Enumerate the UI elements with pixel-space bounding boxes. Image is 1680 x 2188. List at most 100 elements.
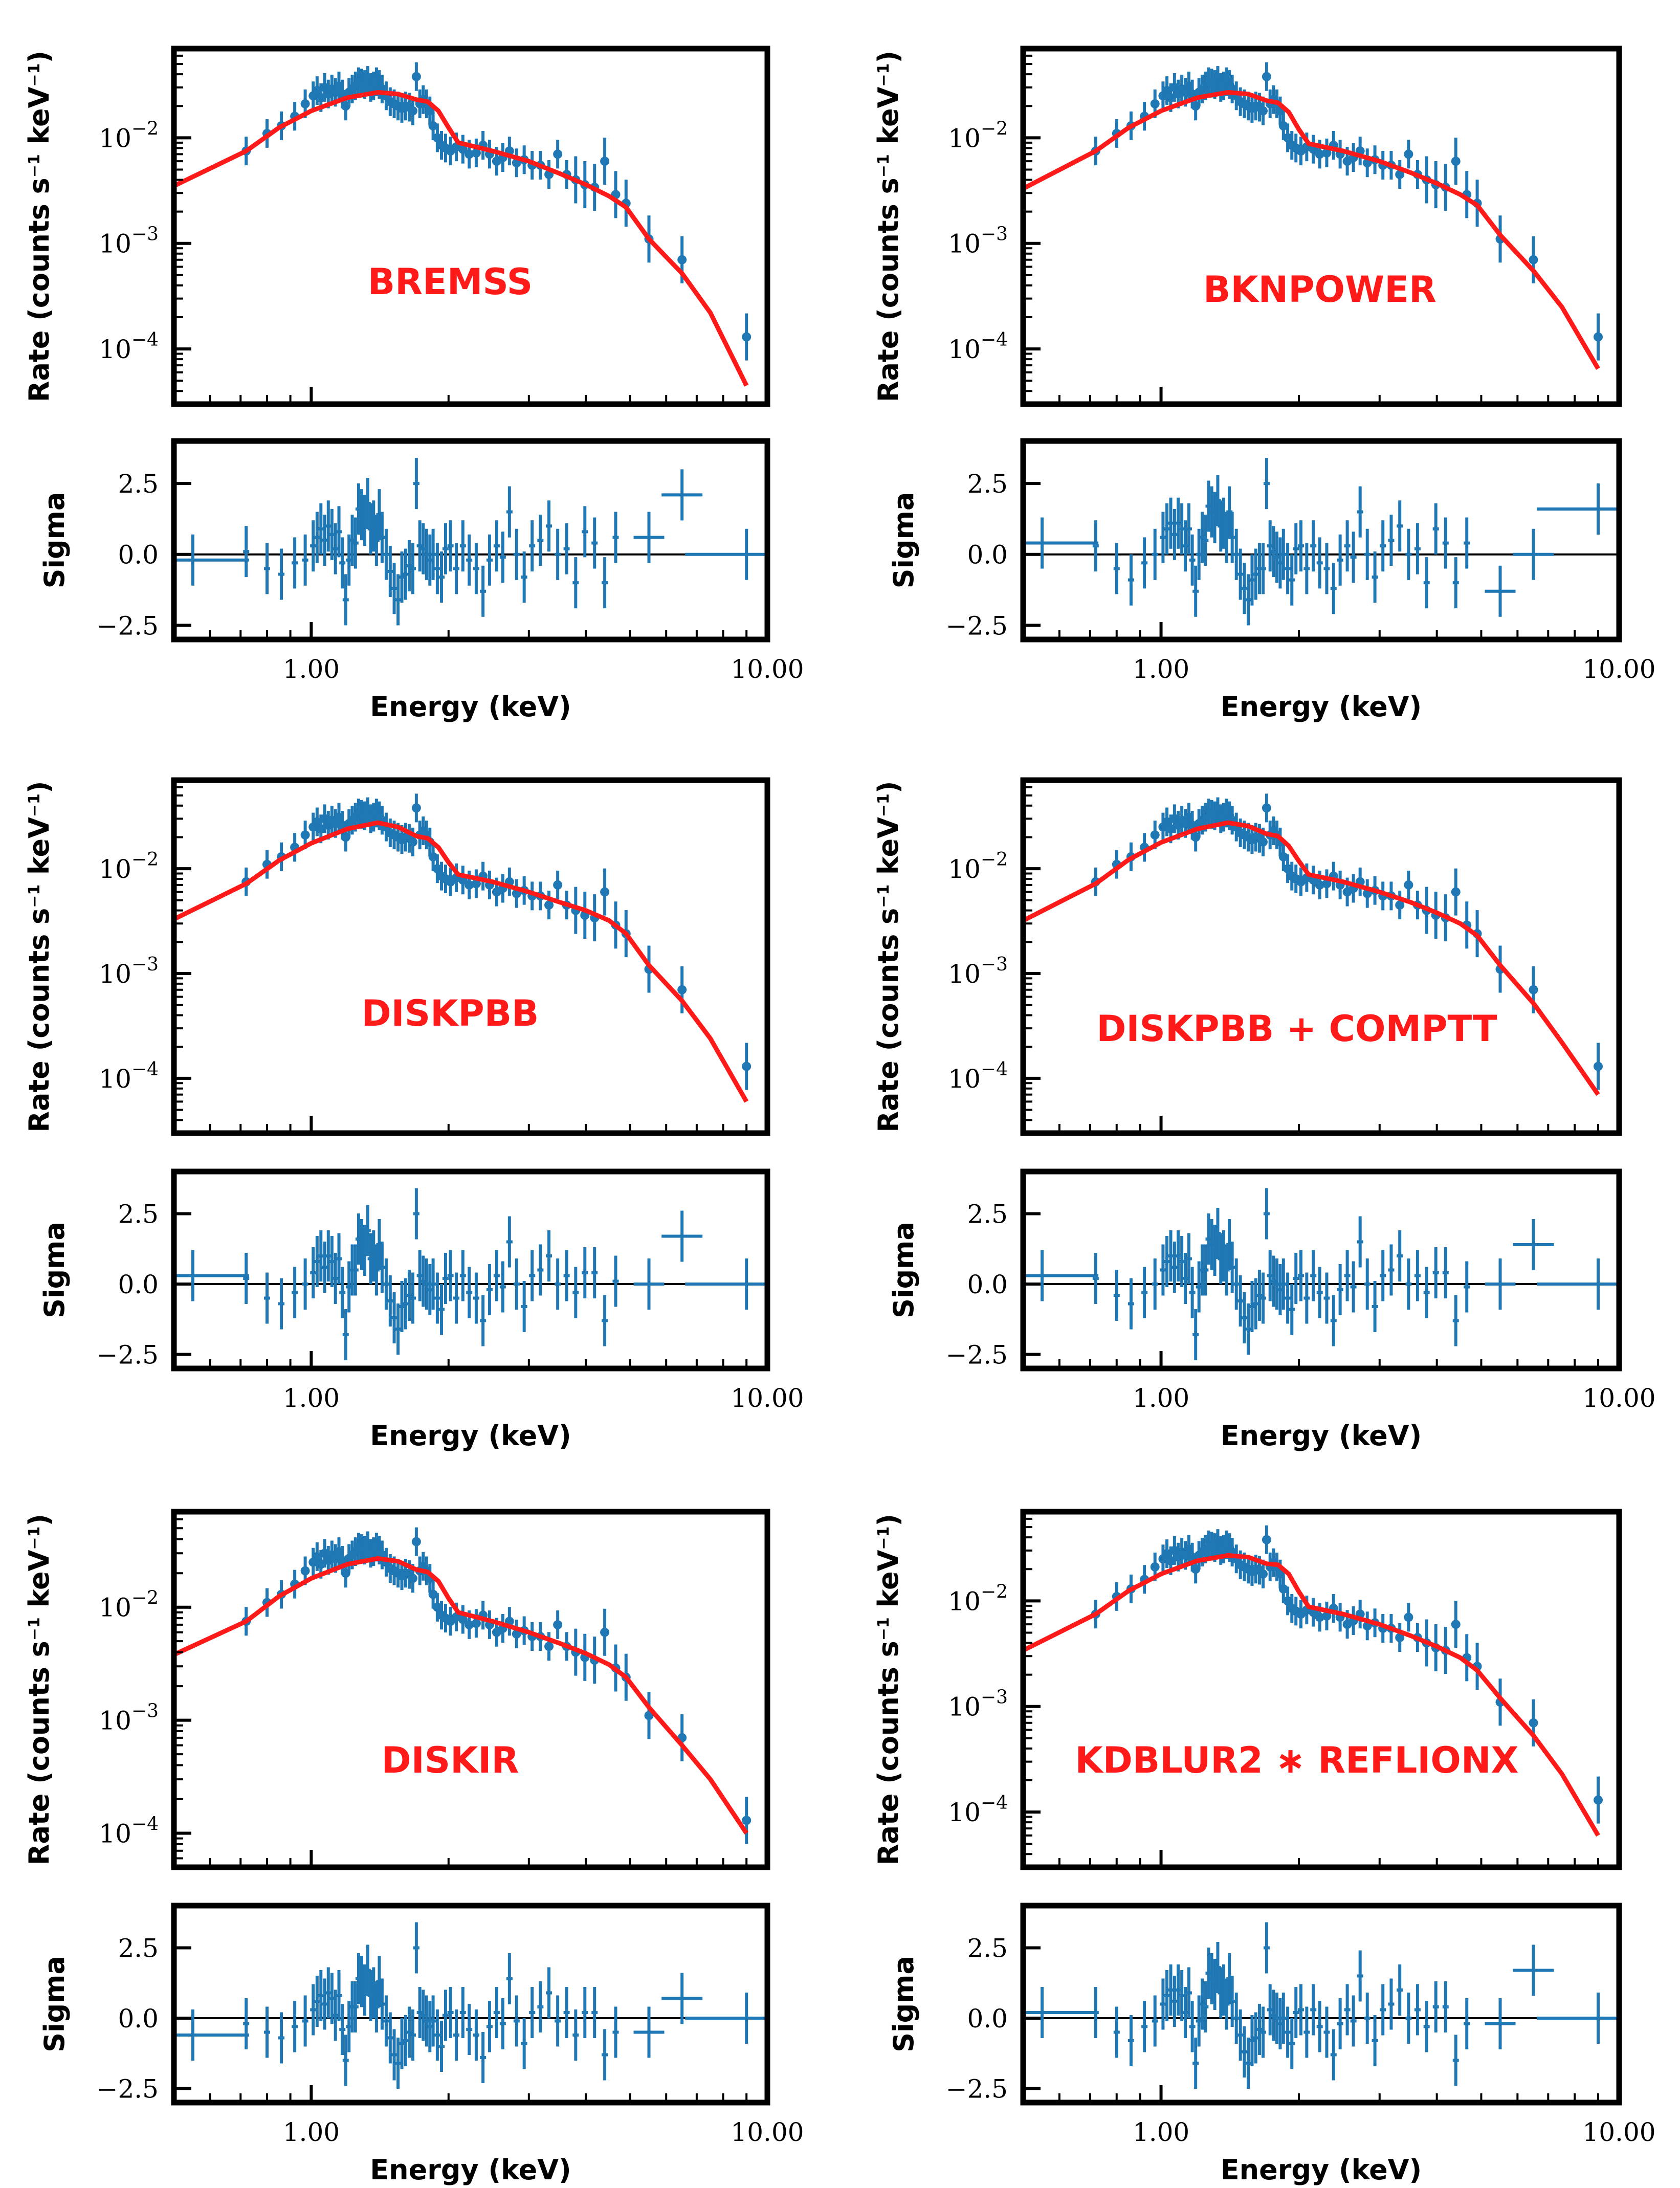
rate-tick-label: 10−3 xyxy=(948,954,1008,989)
data-point xyxy=(1315,880,1324,890)
data-point xyxy=(465,1620,474,1629)
data-point xyxy=(1278,852,1288,861)
data-point xyxy=(411,803,421,813)
rate-ylabel-part: ) xyxy=(872,1514,904,1527)
rate-axes-frame xyxy=(1020,777,1622,1136)
rate-plot-area xyxy=(174,793,751,1103)
model-curve-line xyxy=(1023,1553,1600,1837)
energy-xlabel: Energy (keV) xyxy=(370,691,571,723)
data-point xyxy=(1278,121,1288,130)
data-point xyxy=(458,1615,468,1624)
x-tick-label: 1.00 xyxy=(1133,1383,1189,1413)
data-point xyxy=(300,1566,310,1576)
sigma-plot-area xyxy=(174,458,767,626)
data-point xyxy=(432,1602,442,1612)
data-point xyxy=(677,985,687,994)
rate-tick-label: 10−2 xyxy=(948,1581,1008,1616)
data-point xyxy=(553,880,563,890)
sigma-tick-label: −2.5 xyxy=(97,2074,159,2104)
data-point xyxy=(408,106,417,116)
rate-ylabel: Rate (counts s−1 keV−1) xyxy=(872,51,904,402)
data-point xyxy=(411,72,421,81)
sigma-plot-area xyxy=(174,1922,767,2089)
sigma-ylabel: Sigma xyxy=(38,1956,71,2052)
rate-tick-label: 10−3 xyxy=(99,224,159,259)
x-tick-label: 10.00 xyxy=(731,1383,804,1413)
data-point xyxy=(742,1062,751,1071)
data-point xyxy=(1322,1611,1332,1621)
data-point xyxy=(408,837,417,847)
data-point xyxy=(1594,1062,1603,1071)
rate-tick-label: 10−2 xyxy=(99,1588,159,1623)
data-point xyxy=(428,1589,438,1599)
rate-tick-exponent: −4 xyxy=(131,1814,159,1835)
rate-tick-label: 10−4 xyxy=(948,1059,1008,1094)
data-point xyxy=(1258,837,1268,847)
rate-ylabel-sup: −1 xyxy=(875,63,893,87)
data-point xyxy=(1262,803,1271,813)
rate-tick-label: 10−4 xyxy=(99,1059,159,1094)
data-point xyxy=(1404,1612,1413,1622)
model-curve-line xyxy=(1023,90,1600,370)
rate-ylabel: Rate (counts s−1 keV−1) xyxy=(23,781,55,1132)
rate-tick-exponent: −2 xyxy=(981,118,1008,139)
x-tick-label: 10.00 xyxy=(1582,654,1655,684)
rate-tick-base: 10 xyxy=(948,229,981,259)
data-point xyxy=(471,1619,481,1628)
rate-tick-exponent: −3 xyxy=(981,954,1008,975)
data-point xyxy=(1404,149,1413,159)
data-point xyxy=(553,1620,563,1629)
energy-xlabel: Energy (keV) xyxy=(370,1420,571,1452)
rate-ylabel-sup: −1 xyxy=(875,1527,893,1550)
rate-ylabel: Rate (counts s−1 keV−1) xyxy=(872,1514,904,1865)
x-tick-label: 10.00 xyxy=(731,654,804,684)
rate-ylabel-sup: −1 xyxy=(26,154,43,178)
x-tick-label: 1.00 xyxy=(283,654,340,684)
rate-ylabel: Rate (counts s−1 keV−1) xyxy=(23,1514,55,1865)
data-point xyxy=(1150,1562,1160,1572)
data-point xyxy=(1529,985,1538,994)
sigma-tick-label: −2.5 xyxy=(97,611,159,640)
rate-tick-exponent: −4 xyxy=(981,1793,1008,1814)
rate-ylabel-sup: −1 xyxy=(875,1617,893,1641)
data-point xyxy=(1594,1795,1603,1805)
model-curve-line xyxy=(174,1556,748,1835)
rate-ylabel: Rate (counts s−1 keV−1) xyxy=(23,51,55,402)
data-point xyxy=(471,879,481,889)
sigma-tick-label: −2.5 xyxy=(97,1340,159,1370)
energy-xlabel: Energy (keV) xyxy=(1221,1420,1422,1452)
model-curve-line xyxy=(174,90,749,387)
energy-xlabel: Energy (keV) xyxy=(1221,2154,1422,2186)
rate-ylabel-part: Rate (counts s xyxy=(872,1641,904,1865)
rate-tick-base: 10 xyxy=(99,1706,131,1736)
data-point xyxy=(465,880,474,890)
sigma-tick-label: 0.0 xyxy=(967,1270,1008,1299)
data-point xyxy=(300,830,310,840)
data-point xyxy=(1258,106,1268,116)
rate-tick-exponent: −3 xyxy=(981,224,1008,245)
x-tick-label: 1.00 xyxy=(283,1383,340,1413)
rate-tick-base: 10 xyxy=(948,854,981,884)
rate-tick-label: 10−3 xyxy=(948,224,1008,259)
rate-tick-base: 10 xyxy=(99,335,131,364)
data-point xyxy=(1404,880,1413,890)
sigma-axes-frame xyxy=(171,1168,770,1372)
rate-axes-frame xyxy=(171,46,770,407)
rate-tick-base: 10 xyxy=(948,1798,981,1827)
rate-tick-exponent: −3 xyxy=(131,1701,159,1722)
rate-tick-label: 10−2 xyxy=(99,118,159,153)
rate-tick-base: 10 xyxy=(99,123,131,153)
x-tick-label: 10.00 xyxy=(731,2117,804,2147)
data-point xyxy=(1529,255,1538,264)
data-point xyxy=(1315,149,1324,159)
rate-tick-label: 10−4 xyxy=(99,329,159,364)
model-name-label: BREMSS xyxy=(368,261,533,303)
sigma-tick-label: 2.5 xyxy=(118,1200,159,1229)
data-point xyxy=(1451,1620,1461,1629)
rate-tick-label: 10−2 xyxy=(948,849,1008,884)
sigma-tick-label: 0.0 xyxy=(118,1270,159,1299)
rate-tick-exponent: −2 xyxy=(981,849,1008,870)
